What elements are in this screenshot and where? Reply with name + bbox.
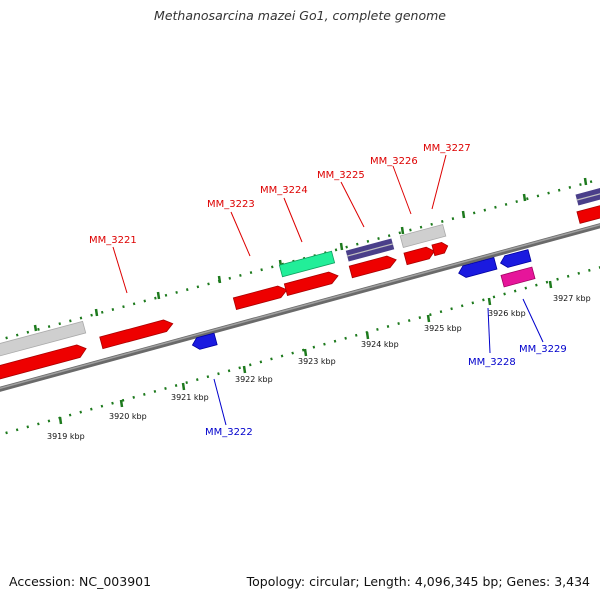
gene-label-mm3224[interactable]: MM_3224 bbox=[260, 185, 308, 196]
kbp-label: 3924 kbp bbox=[361, 340, 399, 349]
gene-feature-mm3224[interactable] bbox=[283, 270, 339, 297]
gene-label-mm3222[interactable]: MM_3222 bbox=[205, 427, 253, 438]
reverse-major-ticks bbox=[58, 280, 553, 425]
gene-label-mm3223[interactable]: MM_3223 bbox=[207, 199, 255, 210]
kbp-scale-labels: 3919 kbp 3920 kbp 3921 kbp 3922 kbp 3923… bbox=[47, 294, 591, 441]
gene-feature-mm3221[interactable] bbox=[99, 318, 175, 350]
genome-title: Methanosarcina mazei Go1, complete genom… bbox=[154, 8, 446, 23]
gene-feature-red[interactable] bbox=[348, 254, 398, 279]
gene-label-mm3228[interactable]: MM_3228 bbox=[468, 357, 516, 368]
gene-feature-mm3227[interactable] bbox=[431, 241, 449, 257]
forward-major-ticks bbox=[33, 177, 588, 332]
gene-label-mm3221[interactable]: MM_3221 bbox=[89, 235, 137, 246]
kbp-label: 3925 kbp bbox=[424, 324, 462, 333]
gene-feature-teal[interactable] bbox=[278, 250, 336, 278]
gene-name-labels: MM_3221 MM_3222 MM_3223 MM_3224 MM_3225 … bbox=[89, 143, 567, 438]
gene-feature-mm3229[interactable] bbox=[500, 266, 536, 288]
gene-feature-mm3223[interactable] bbox=[232, 284, 288, 311]
gene-feature-mm3222[interactable] bbox=[191, 332, 218, 351]
gene-feature-gray[interactable] bbox=[0, 320, 87, 361]
kbp-label: 3920 kbp bbox=[109, 412, 147, 421]
accession-text: Accession: NC_003901 bbox=[9, 574, 152, 589]
gene-feature-mm3225[interactable] bbox=[344, 237, 396, 263]
gene-label-mm3226[interactable]: MM_3226 bbox=[370, 156, 418, 167]
kbp-label: 3923 kbp bbox=[298, 357, 336, 366]
gene-label-mm3229[interactable]: MM_3229 bbox=[519, 344, 567, 355]
kbp-label: 3927 kbp bbox=[553, 294, 591, 303]
kbp-label: 3921 kbp bbox=[171, 393, 209, 402]
gene-leader-lines bbox=[112, 154, 544, 426]
gene-feature-red[interactable] bbox=[0, 343, 88, 384]
kbp-label: 3922 kbp bbox=[235, 375, 273, 384]
gene-feature-red[interactable] bbox=[576, 203, 600, 224]
gene-feature-blue[interactable] bbox=[499, 249, 532, 269]
gene-label-mm3225[interactable]: MM_3225 bbox=[317, 170, 365, 181]
gene-feature-navy[interactable] bbox=[574, 185, 600, 207]
genome-summary-text: Topology: circular; Length: 4,096,345 bp… bbox=[246, 574, 590, 589]
genome-backbone-highlight bbox=[0, 223, 600, 390]
genome-backbone bbox=[0, 223, 600, 392]
gene-label-mm3227[interactable]: MM_3227 bbox=[423, 143, 471, 154]
gene-feature-mm3228[interactable] bbox=[457, 257, 498, 279]
kbp-label: 3926 kbp bbox=[488, 309, 526, 318]
gene-feature-red[interactable] bbox=[403, 245, 436, 266]
gene-feature-mm3226[interactable] bbox=[399, 224, 447, 248]
kbp-label: 3919 kbp bbox=[47, 432, 85, 441]
